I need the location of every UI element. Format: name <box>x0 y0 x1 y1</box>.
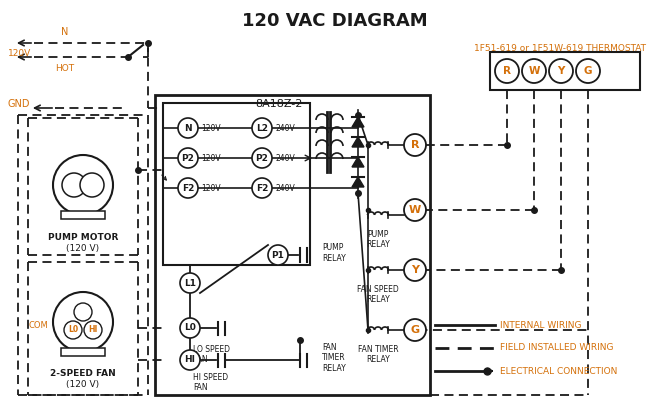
Text: PUMP
RELAY: PUMP RELAY <box>366 230 390 249</box>
Text: FAN
TIMER
RELAY: FAN TIMER RELAY <box>322 343 346 373</box>
Circle shape <box>53 155 113 215</box>
Text: Y: Y <box>411 265 419 275</box>
Text: (120 V): (120 V) <box>66 243 100 253</box>
Text: L2: L2 <box>256 124 268 132</box>
Circle shape <box>252 148 272 168</box>
Circle shape <box>74 303 92 321</box>
Text: HI: HI <box>184 355 196 365</box>
Text: P1: P1 <box>271 251 285 259</box>
Text: 120V: 120V <box>201 184 220 192</box>
Circle shape <box>495 59 519 83</box>
Circle shape <box>268 245 288 265</box>
Circle shape <box>64 321 82 339</box>
Text: L1: L1 <box>184 279 196 287</box>
Circle shape <box>252 118 272 138</box>
Text: ELECTRICAL CONNECTION: ELECTRICAL CONNECTION <box>500 367 617 375</box>
Text: R: R <box>503 66 511 76</box>
Text: F2: F2 <box>256 184 268 192</box>
Polygon shape <box>352 177 364 187</box>
Text: 120V: 120V <box>201 153 220 163</box>
Circle shape <box>180 318 200 338</box>
Text: W: W <box>528 66 540 76</box>
Text: 2-SPEED FAN: 2-SPEED FAN <box>50 370 116 378</box>
Text: G: G <box>411 325 419 335</box>
Circle shape <box>549 59 573 83</box>
Text: FAN TIMER
RELAY: FAN TIMER RELAY <box>358 345 398 365</box>
Circle shape <box>252 178 272 198</box>
Text: GND: GND <box>8 99 31 109</box>
Text: INTERNAL WIRING: INTERNAL WIRING <box>500 321 582 329</box>
Text: N: N <box>184 124 192 132</box>
Text: L0: L0 <box>184 323 196 333</box>
Circle shape <box>84 321 102 339</box>
Text: PUMP
RELAY: PUMP RELAY <box>322 243 346 263</box>
Bar <box>61 211 105 219</box>
Text: F2: F2 <box>182 184 194 192</box>
Text: COM: COM <box>28 321 48 329</box>
Text: HI: HI <box>88 326 98 334</box>
Text: LO SPEED
FAN: LO SPEED FAN <box>193 345 230 365</box>
Text: HOT: HOT <box>56 64 74 73</box>
Text: 240V: 240V <box>275 124 295 132</box>
Circle shape <box>576 59 600 83</box>
Circle shape <box>404 134 426 156</box>
Circle shape <box>404 259 426 281</box>
Circle shape <box>80 173 104 197</box>
Text: HI SPEED
FAN: HI SPEED FAN <box>193 373 228 393</box>
Circle shape <box>178 118 198 138</box>
Text: 120V: 120V <box>201 124 220 132</box>
Circle shape <box>522 59 546 83</box>
Text: FAN SPEED
RELAY: FAN SPEED RELAY <box>357 285 399 304</box>
Text: W: W <box>409 205 421 215</box>
Text: 120 VAC DIAGRAM: 120 VAC DIAGRAM <box>242 12 428 30</box>
Circle shape <box>180 273 200 293</box>
Text: 120V: 120V <box>8 49 31 57</box>
Text: Y: Y <box>557 66 565 76</box>
Circle shape <box>180 350 200 370</box>
Bar <box>490 52 640 90</box>
Text: L0: L0 <box>68 326 78 334</box>
Text: P2: P2 <box>182 153 194 163</box>
Circle shape <box>178 178 198 198</box>
Text: 8A18Z-2: 8A18Z-2 <box>255 99 302 109</box>
Bar <box>163 103 310 265</box>
Bar <box>61 348 105 356</box>
Text: G: G <box>584 66 592 76</box>
Bar <box>155 95 430 395</box>
Circle shape <box>178 148 198 168</box>
Text: PUMP MOTOR: PUMP MOTOR <box>48 233 118 241</box>
Circle shape <box>404 199 426 221</box>
Text: P2: P2 <box>255 153 269 163</box>
Text: 240V: 240V <box>275 153 295 163</box>
Polygon shape <box>352 137 364 147</box>
Text: 1F51-619 or 1F51W-619 THERMOSTAT: 1F51-619 or 1F51W-619 THERMOSTAT <box>474 44 646 53</box>
Text: FIELD INSTALLED WIRING: FIELD INSTALLED WIRING <box>500 344 614 352</box>
Polygon shape <box>352 117 364 127</box>
Circle shape <box>62 173 86 197</box>
Circle shape <box>53 292 113 352</box>
Text: 240V: 240V <box>275 184 295 192</box>
Text: R: R <box>411 140 419 150</box>
Text: (120 V): (120 V) <box>66 380 100 390</box>
Text: N: N <box>62 27 69 37</box>
Circle shape <box>404 319 426 341</box>
Polygon shape <box>352 157 364 167</box>
